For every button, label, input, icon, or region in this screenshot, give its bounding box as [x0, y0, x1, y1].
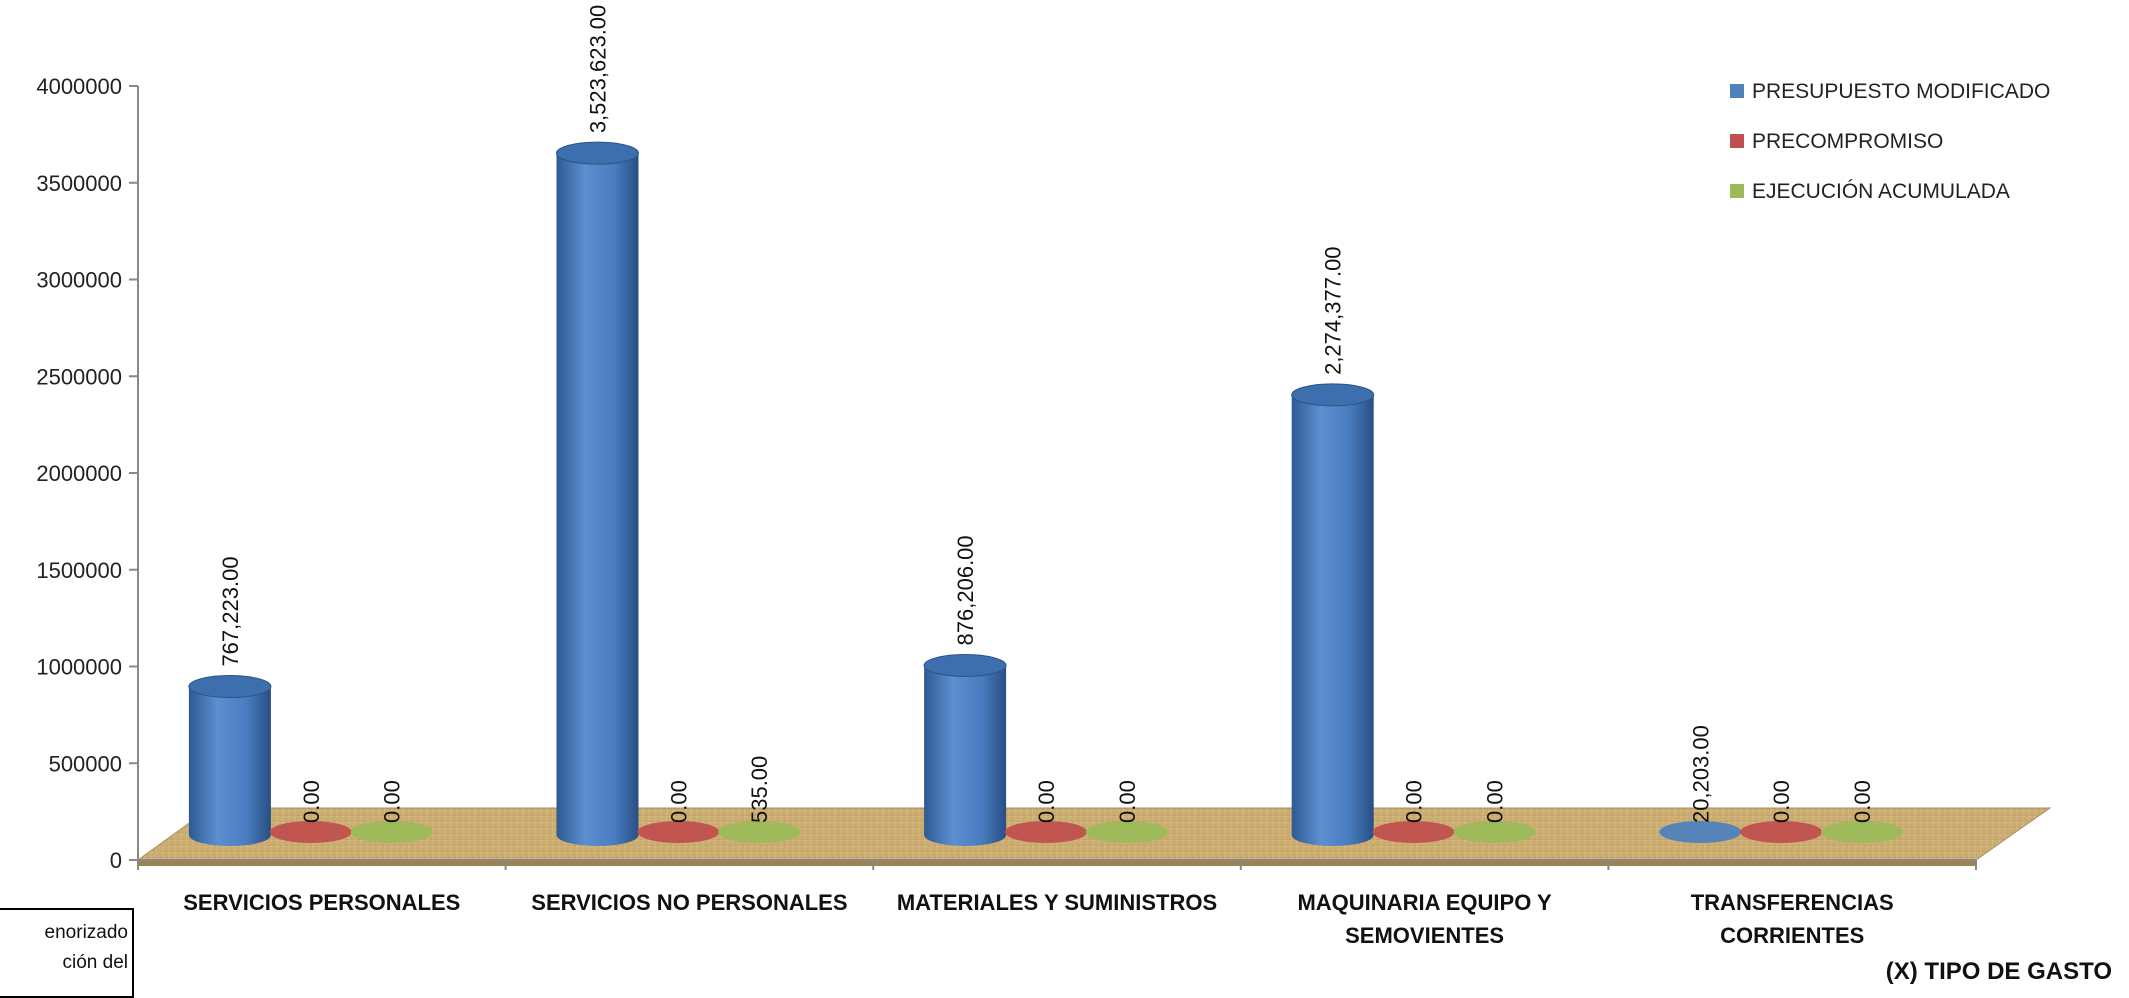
y-tick-label: 3000000: [36, 268, 122, 293]
bar-2-3: [1004, 821, 1087, 843]
bar-2-1: [269, 821, 352, 843]
chart-bars: [188, 141, 1904, 847]
y-tick-label: 2500000: [36, 364, 122, 389]
x-axis-title: (X) TIPO DE GASTO: [1886, 958, 2112, 985]
data-label: 3,523,623.00: [586, 5, 611, 133]
bar-1-1: [188, 675, 272, 846]
data-label: 0.00: [1115, 780, 1140, 823]
bar-1-4: [1291, 383, 1375, 847]
data-label: 0.00: [1482, 780, 1507, 823]
chart-data-labels: 767,223.00 0.00 0.00 3,523,623.00 0.00 535.00…: [218, 5, 1875, 823]
bar-2-4: [1372, 821, 1455, 843]
x-category-label: TRANSFERENCIAS CORRIENTES: [1691, 890, 1894, 948]
bar-flat: [1740, 821, 1823, 843]
bar-top: [556, 141, 639, 165]
bar-top: [923, 653, 1007, 677]
data-label: 535.00: [747, 756, 772, 823]
bar-flat: [1085, 821, 1168, 843]
bar-flat: [637, 821, 720, 843]
bar-2-2: [637, 821, 720, 843]
y-tick-label: 4000000: [36, 74, 122, 99]
bar-3-1: [350, 821, 433, 843]
bar-top: [1291, 383, 1375, 407]
y-tick-label: 3500000: [36, 171, 122, 196]
x-category-label: SERVICIOS NO PERSONALES: [531, 890, 847, 915]
bar-body: [188, 686, 271, 846]
chart-axes: 0 500000 1000000 1500000 2000000 2500000 30000…: [36, 74, 1977, 948]
bar-flat: [718, 821, 801, 843]
chart-legend: PRESUPUESTO MODIFICADO PRECOMPROMISO EJECU…: [1730, 80, 2050, 203]
legend-label: EJECUCIÓN ACUMULADA: [1752, 180, 2010, 203]
data-label: 2,274,377.00: [1321, 246, 1346, 374]
data-label: 0.00: [380, 780, 405, 823]
bar-1-3: [923, 653, 1007, 847]
bar-flat: [1659, 821, 1742, 843]
bar-flat: [1372, 821, 1455, 843]
legend-swatch: [1730, 134, 1744, 148]
note-line-1: enorizado: [44, 922, 128, 943]
legend-label: PRESUPUESTO MODIFICADO: [1752, 80, 2050, 103]
legend-label: PRECOMPROMISO: [1752, 130, 1943, 153]
data-label: 0.00: [1850, 780, 1875, 823]
bar-body: [1291, 394, 1374, 847]
legend-swatch: [1730, 184, 1744, 198]
floor-edge: [138, 860, 1976, 866]
bar-3-5: [1821, 821, 1904, 843]
bar-body: [556, 153, 639, 846]
bar-flat: [269, 821, 352, 843]
data-label: 0.00: [1769, 780, 1794, 823]
note-box: enorizado ción del: [0, 908, 134, 998]
y-tick-label: 0: [110, 848, 122, 873]
bar-3-2: [718, 821, 801, 843]
data-label: 0.00: [299, 780, 324, 823]
data-label: 0.00: [666, 780, 691, 823]
note-line-2: ción del: [62, 952, 129, 973]
y-tick-label: 1000000: [36, 655, 122, 680]
bar-body: [924, 665, 1007, 847]
bar-2-5: [1740, 821, 1823, 843]
bar-3-3: [1085, 821, 1168, 843]
data-label: 20,203.00: [1688, 725, 1713, 823]
bar-1-2: [556, 141, 639, 846]
legend-swatch: [1730, 84, 1744, 98]
x-category-label: MAQUINARIA EQUIPO Y SEMOVIENTES: [1297, 890, 1552, 948]
bar-top: [188, 675, 272, 699]
y-tick-label: 500000: [49, 751, 122, 776]
data-label: 0.00: [1034, 780, 1059, 823]
bar-flat: [1453, 821, 1536, 843]
x-category-label: SERVICIOS PERSONALES: [183, 890, 460, 915]
bar-3-4: [1453, 821, 1536, 843]
y-tick-label: 2000000: [36, 461, 122, 486]
data-label: 0.00: [1402, 780, 1427, 823]
y-tick-label: 1500000: [36, 558, 122, 583]
bar-flat: [1004, 821, 1087, 843]
bar-flat: [350, 821, 433, 843]
bar-1-5: [1659, 821, 1742, 843]
x-category-label: MATERIALES Y SUMINISTROS: [897, 890, 1217, 915]
data-label: 876,206.00: [953, 535, 978, 645]
data-label: 767,223.00: [218, 556, 243, 666]
bar-flat: [1821, 821, 1904, 843]
